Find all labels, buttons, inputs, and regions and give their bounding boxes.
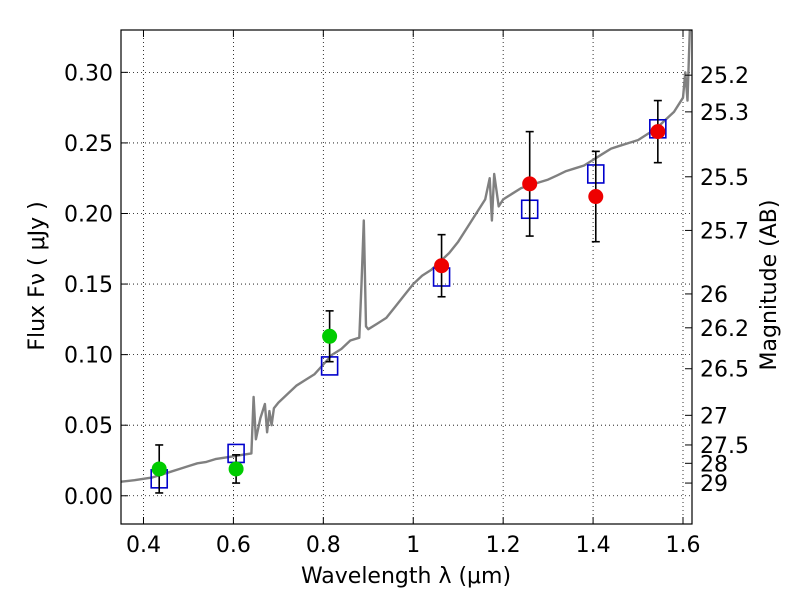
magnitude-tick-label: 26.5	[700, 358, 749, 383]
grid-lines	[121, 30, 692, 524]
plot-area	[121, 30, 692, 494]
magnitude-tick-label: 25.3	[700, 101, 749, 126]
magnitude-tick-label: 28	[700, 452, 728, 477]
y-tick-label: 0.05	[64, 414, 113, 439]
magnitude-tick-label: 27	[700, 404, 728, 429]
magnitude-tick-label: 26	[700, 283, 728, 308]
magnitude-tick-label: 29	[700, 472, 728, 497]
spectrum-line	[121, 30, 692, 483]
observed-flux-point	[322, 328, 338, 344]
x-tick-label: 1	[406, 533, 420, 558]
x-tick-label: 0.6	[216, 533, 251, 558]
x-tick-label: 1.4	[576, 533, 611, 558]
x-axis-label: Wavelength λ (μm)	[301, 564, 511, 589]
magnitude-tick-label: 25.2	[700, 64, 749, 89]
observed-flux-point	[588, 189, 604, 205]
y-tick-label: 0.30	[64, 61, 113, 86]
magnitude-axis-label: Magnitude (AB)	[757, 200, 782, 371]
y-tick-label: 0.20	[64, 202, 113, 227]
x-tick-label: 0.4	[126, 533, 161, 558]
observed-flux-point	[151, 461, 167, 477]
observed-flux-point	[228, 461, 244, 477]
y-axis-label: Flux Fν ( μJy )	[25, 201, 50, 350]
y-tick-label: 0.10	[64, 344, 113, 369]
magnitude-tick-label: 25.5	[700, 166, 749, 191]
plot-frame	[120, 29, 693, 525]
y-tick-label: 0.15	[64, 273, 113, 298]
y-axis: 0.00 0.05 0.10 0.15 0.20 0.25 0.30	[64, 61, 128, 510]
magnitude-tick-label: 25.7	[700, 219, 749, 244]
x-tick-label: 0.8	[306, 533, 341, 558]
x-axis: 0.4 0.6 0.8 1 1.2 1.4 1.6	[126, 30, 701, 558]
magnitude-tick-label: 26.2	[700, 317, 749, 342]
y-tick-label: 0.00	[64, 485, 113, 510]
observed-flux-point	[522, 176, 538, 192]
x-tick-label: 1.6	[666, 533, 701, 558]
observed-flux-point	[434, 258, 450, 274]
x-tick-label: 1.2	[486, 533, 521, 558]
magnitude-tick-label: 27.5	[700, 434, 749, 459]
y-tick-label: 0.25	[64, 132, 113, 157]
observed-flux-point	[650, 124, 666, 140]
